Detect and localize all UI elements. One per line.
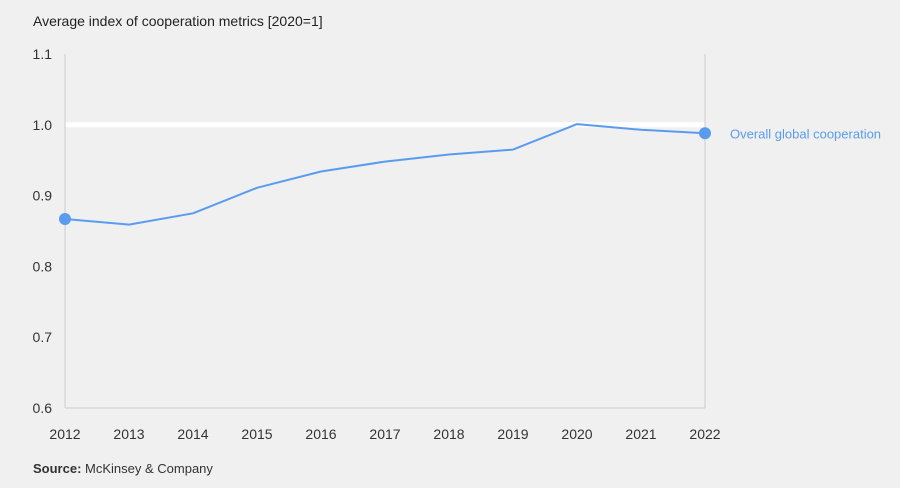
source-note: Source: McKinsey & Company [33,461,213,476]
y-tick-label: 0.7 [33,329,53,345]
series-start-marker [59,212,71,225]
y-tick-label: 0.9 [33,188,53,204]
series-line [64,123,706,226]
y-tick-label: 0.8 [33,258,53,274]
x-tick-label: 2012 [49,426,80,442]
series-end-marker [699,127,711,140]
source-text: McKinsey & Company [85,461,213,476]
x-tick-label: 2018 [433,426,464,442]
x-tick-label: 2020 [561,426,592,442]
source-label: Source: [33,461,82,476]
chart-title: Average index of cooperation metrics [20… [33,13,323,29]
y-tick-label: 1.0 [33,117,53,133]
x-tick-label: 2017 [369,426,400,442]
y-tick-label: 0.6 [33,400,53,416]
y-tick-label: 1.1 [33,46,53,62]
x-tick-label: 2021 [625,426,656,442]
x-tick-label: 2013 [113,426,144,442]
x-tick-label: 2022 [689,426,720,442]
x-tick-label: 2014 [177,426,208,442]
x-tick-label: 2015 [241,426,272,442]
series-label: Overall global cooperation [730,126,881,141]
x-tick-label: 2019 [497,426,528,442]
x-tick-label: 2016 [305,426,336,442]
